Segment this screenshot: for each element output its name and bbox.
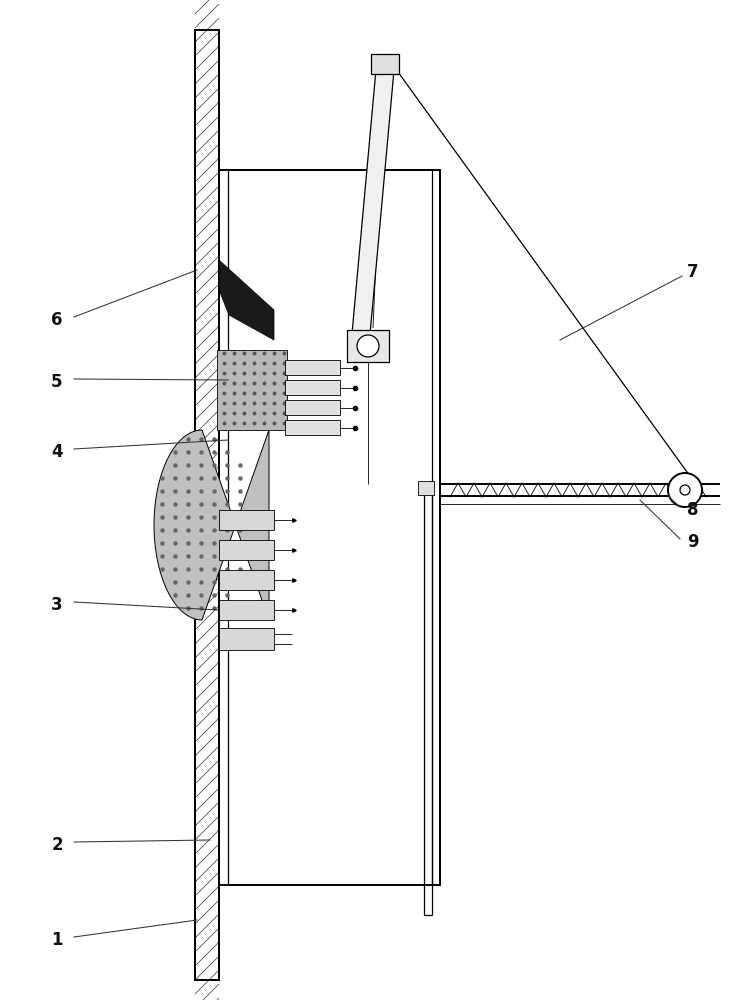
Bar bbox=[285, 420, 340, 435]
Circle shape bbox=[680, 485, 690, 495]
Circle shape bbox=[357, 335, 379, 357]
Text: 9: 9 bbox=[687, 533, 699, 551]
Bar bbox=[219, 628, 274, 650]
Bar bbox=[195, 30, 219, 980]
Text: 1: 1 bbox=[51, 931, 62, 949]
Text: 2: 2 bbox=[51, 836, 63, 854]
Text: 4: 4 bbox=[51, 443, 63, 461]
Bar bbox=[219, 570, 274, 590]
Bar bbox=[418, 481, 434, 495]
Bar bbox=[219, 510, 274, 530]
Bar bbox=[219, 600, 274, 620]
Bar bbox=[217, 350, 287, 430]
Bar bbox=[219, 540, 274, 560]
Polygon shape bbox=[154, 430, 269, 620]
Text: 3: 3 bbox=[51, 596, 63, 614]
Text: 7: 7 bbox=[687, 263, 699, 281]
Circle shape bbox=[668, 473, 702, 507]
Bar bbox=[371, 54, 399, 74]
Polygon shape bbox=[219, 260, 274, 340]
Text: 5: 5 bbox=[51, 373, 62, 391]
Text: 6: 6 bbox=[51, 311, 62, 329]
Bar bbox=[347, 330, 389, 362]
Bar bbox=[285, 360, 340, 375]
Bar bbox=[285, 400, 340, 415]
Text: 8: 8 bbox=[687, 501, 698, 519]
Bar bbox=[195, 30, 219, 980]
Bar bbox=[218, 170, 440, 885]
Bar bbox=[285, 380, 340, 395]
Polygon shape bbox=[351, 69, 394, 346]
